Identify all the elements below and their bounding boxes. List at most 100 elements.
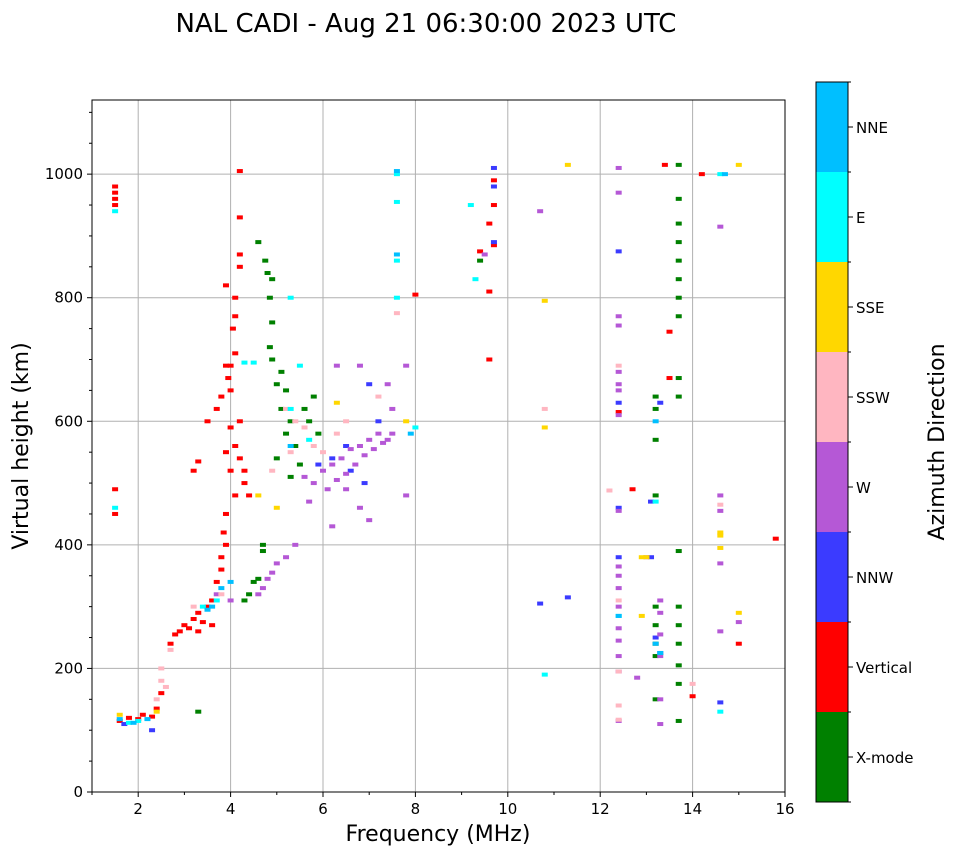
data-point (273, 561, 280, 566)
series-nnw (121, 165, 724, 733)
data-point (717, 700, 724, 705)
data-point (259, 542, 266, 547)
data-point (250, 579, 257, 584)
colorbar-category-label: NNE (856, 119, 888, 137)
data-point (356, 505, 363, 510)
data-point (477, 249, 484, 254)
colorbar-segment (816, 262, 848, 352)
data-point (375, 419, 382, 424)
data-point (652, 697, 659, 702)
y-tick-label: 800 (54, 289, 83, 307)
data-point (615, 410, 622, 415)
data-point (222, 283, 229, 288)
data-point (287, 295, 294, 300)
data-point (615, 369, 622, 374)
data-point (333, 363, 340, 368)
data-point (172, 632, 179, 637)
data-point (287, 474, 294, 479)
data-marks (112, 162, 779, 733)
data-point (366, 518, 373, 523)
data-point (329, 524, 336, 529)
data-point (204, 607, 211, 612)
data-point (657, 632, 664, 637)
data-point (675, 718, 682, 723)
data-point (333, 400, 340, 405)
y-axis-label: Virtual height (km) (9, 342, 34, 549)
data-point (407, 431, 414, 436)
x-tick-label: 12 (591, 800, 610, 818)
data-point (269, 320, 276, 325)
colorbar-frame (815, 81, 849, 803)
data-point (213, 592, 220, 597)
data-point (209, 623, 216, 628)
data-point (735, 162, 742, 167)
data-point (338, 456, 345, 461)
data-point (393, 169, 400, 174)
data-point (384, 382, 391, 387)
plot-frame (91, 99, 786, 793)
data-point (343, 487, 350, 492)
x-tick-label: 6 (318, 800, 328, 818)
x-tick-label: 10 (498, 800, 517, 818)
data-point (541, 425, 548, 430)
data-point (222, 511, 229, 516)
data-point (125, 715, 132, 720)
data-point (283, 406, 290, 411)
data-point (310, 394, 317, 399)
data-point (389, 406, 396, 411)
data-point (403, 493, 410, 498)
data-point (638, 555, 645, 560)
data-point (412, 292, 419, 297)
data-point (264, 271, 271, 275)
data-point (393, 199, 400, 204)
data-point (615, 323, 622, 328)
data-point (213, 406, 220, 411)
x-axis-label: Frequency (MHz) (346, 822, 531, 847)
data-point (675, 277, 682, 282)
data-point (273, 456, 280, 461)
data-point (158, 678, 165, 683)
data-point (218, 555, 225, 560)
data-point (717, 561, 724, 566)
data-point (333, 431, 340, 436)
data-point (329, 456, 336, 461)
data-point (689, 694, 696, 699)
data-point (366, 437, 373, 442)
data-point (116, 717, 123, 722)
data-point (278, 369, 285, 374)
data-point (116, 712, 123, 717)
data-point (490, 240, 497, 245)
data-point (306, 499, 313, 504)
data-point (675, 314, 682, 319)
data-point (236, 252, 243, 257)
data-point (190, 617, 197, 621)
data-point (615, 314, 622, 319)
series-sse (116, 162, 742, 717)
data-point (301, 425, 308, 430)
data-point (689, 681, 696, 686)
data-point (675, 240, 682, 245)
data-point (269, 468, 276, 473)
data-point (112, 505, 119, 510)
y-tick-label: 600 (54, 412, 83, 430)
colorbar-segment (816, 712, 848, 802)
data-point (606, 488, 613, 493)
data-point (652, 623, 659, 628)
data-point (301, 474, 308, 479)
data-point (292, 542, 299, 547)
colorbar-category-label: SSW (856, 389, 890, 407)
data-point (657, 400, 664, 405)
data-point (356, 363, 363, 368)
data-point (112, 487, 119, 492)
data-point (615, 717, 622, 722)
data-point (666, 329, 673, 334)
data-point (301, 406, 308, 411)
data-point (490, 243, 497, 248)
data-point (266, 295, 273, 300)
data-point (675, 221, 682, 226)
colorbar-segment (816, 172, 848, 262)
data-point (222, 363, 229, 368)
y-tick-label: 1000 (45, 165, 83, 183)
data-point (717, 493, 724, 498)
